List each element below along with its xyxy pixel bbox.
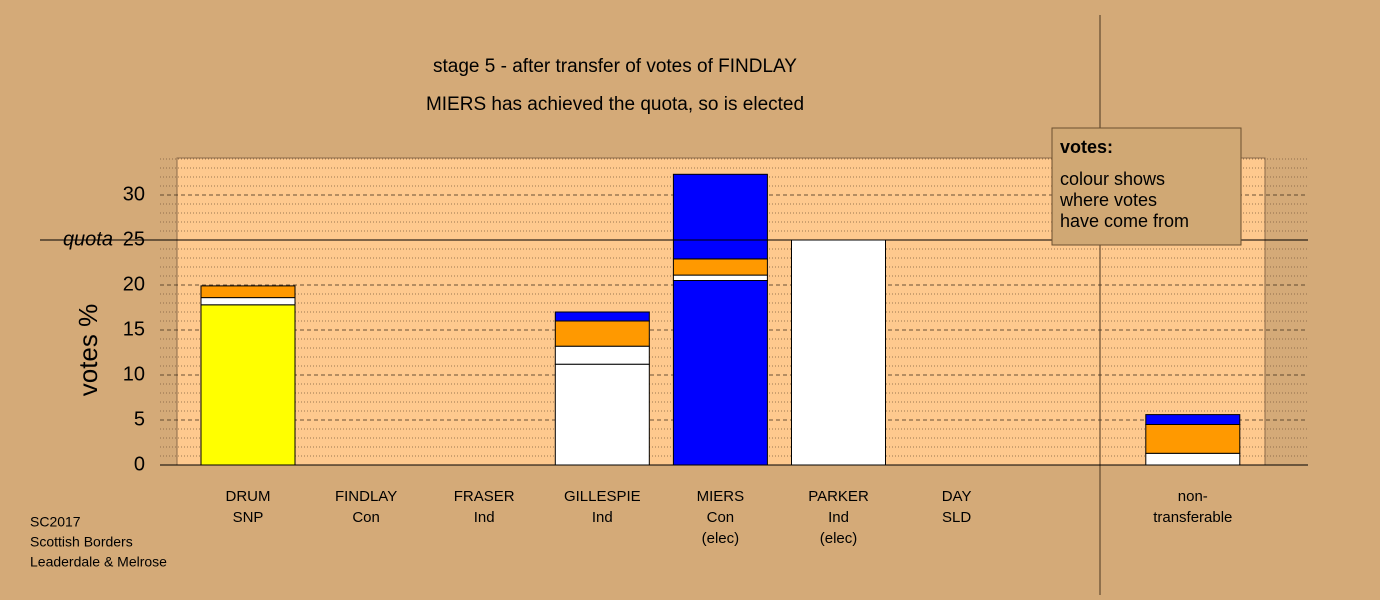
y-tick-label: 10 [123,363,145,385]
x-tick-label: FRASER [454,488,515,505]
chart-title: stage 5 - after transfer of votes of FIN… [433,56,797,77]
y-tick-label: 30 [123,183,145,205]
bar-segment [200,297,296,306]
x-tick-label: SNP [233,509,264,526]
x-tick-label: (elec) [820,530,858,547]
x-tick-label: DRUM [226,488,271,505]
x-tick-label: Ind [474,509,495,526]
bar-segment [554,345,650,365]
x-tick-label: Con [707,509,735,526]
chart-subtitle: MIERS has achieved the quota, so is elec… [426,94,804,115]
y-tick-label: 15 [123,318,145,340]
bars [200,173,1241,466]
bar-segment [1145,452,1241,466]
x-tick-label: Ind [828,509,849,526]
bar-segment [200,304,296,466]
bar-segment [672,258,768,276]
x-tick-label: non- [1178,488,1208,505]
bar-segment [1145,424,1241,454]
quota-label: quota [63,228,113,250]
bar-segment [672,173,768,260]
x-tick-label: (elec) [702,530,740,547]
x-tick-label: PARKER [808,488,869,505]
legend-title: votes: [1060,137,1113,157]
x-tick-label: GILLESPIE [564,488,641,505]
x-tick-label: SLD [942,509,971,526]
footer-text: Leaderdale & Melrose [30,554,167,570]
bar-segment [200,285,296,299]
y-tick-label: 25 [123,228,145,250]
bar-segment [791,239,886,466]
y-axis-label: votes % [73,304,103,397]
legend-text: where votes [1059,190,1157,210]
y-tick-label: 20 [123,273,145,295]
x-tick-label: Con [352,509,380,526]
bar-segment [554,311,650,322]
footer-text: SC2017 [30,514,81,530]
bar-segment [672,274,768,282]
bar-segment [672,280,768,466]
bar-segment [554,320,650,347]
x-tick-label: FINDLAY [335,488,397,505]
y-tick-label: 5 [134,408,145,430]
legend-text: colour shows [1060,169,1165,189]
x-tick-label: MIERS [697,488,745,505]
x-tick-label: DAY [942,488,972,505]
bar-segment [1145,414,1241,426]
y-tick-label: 0 [134,453,145,475]
bar-segment [554,363,650,466]
footer-text: Scottish Borders [30,534,133,550]
x-tick-label: Ind [592,509,613,526]
legend-box [1051,127,1242,246]
legend-text: have come from [1060,211,1189,231]
x-tick-label: transferable [1153,509,1232,526]
foreground: 0 5 10 15 20 25 30 quota DRUM SNP FINDLAY Con FRASER… [40,183,1308,547]
